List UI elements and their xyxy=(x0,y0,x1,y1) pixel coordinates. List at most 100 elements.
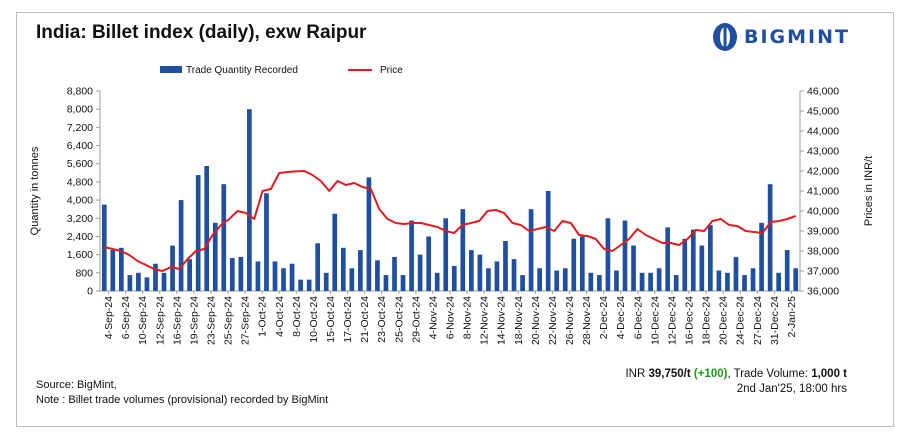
y-tick-label: 1,600 xyxy=(67,249,93,261)
price-change: (+100) xyxy=(693,368,728,380)
x-tick-label: 6-Dec-24 xyxy=(632,296,644,339)
quantity-bar xyxy=(366,177,372,291)
quantity-bar xyxy=(562,268,568,291)
y2-tick-label: 46,000 xyxy=(807,86,839,98)
y2-tick-label: 43,000 xyxy=(807,146,839,158)
quantity-bar xyxy=(178,200,184,291)
quantity-bar xyxy=(375,260,380,291)
x-tick-label: 4-Oct-24 xyxy=(274,296,286,337)
y2-tick-label: 36,000 xyxy=(807,286,839,298)
price-prefix: INR xyxy=(625,368,649,380)
legend-label-price: Price xyxy=(380,65,403,76)
quantity-bar xyxy=(383,275,389,291)
quantity-bar xyxy=(614,270,619,291)
quantity-bar xyxy=(605,218,611,291)
quantity-bar xyxy=(511,259,517,291)
quantity-bar xyxy=(699,245,705,291)
quantity-bar xyxy=(759,222,764,291)
y-tick-label: 4,800 xyxy=(67,176,93,188)
legend-swatch-quantity xyxy=(160,66,182,73)
quantity-bar xyxy=(144,277,150,291)
quantity-bar xyxy=(281,268,286,291)
quantity-bar xyxy=(665,227,671,291)
quantity-bar xyxy=(127,275,133,291)
chart-title: India: Billet index (daily), exw Raipur xyxy=(36,22,367,43)
quantity-bar xyxy=(110,250,116,291)
x-tick-label: 22-Nov-24 xyxy=(547,296,559,345)
x-tick-label: 6-Sep-24 xyxy=(120,296,132,339)
x-tick-label: 10-Sep-24 xyxy=(137,296,149,345)
quantity-bar xyxy=(187,259,192,291)
quantity-bar xyxy=(477,254,483,291)
x-tick-label: 14-Nov-24 xyxy=(496,296,508,345)
quantity-bar xyxy=(426,236,432,291)
x-tick-label: 25-Sep-24 xyxy=(223,296,235,345)
quantity-bar xyxy=(494,261,500,291)
x-tick-label: 21-Oct-24 xyxy=(359,296,371,343)
quantity-bar xyxy=(503,241,508,291)
x-tick-label: 20-Dec-24 xyxy=(718,296,730,345)
quantity-bar xyxy=(204,166,210,291)
price-line xyxy=(104,170,797,272)
quantity-bar xyxy=(400,275,406,291)
quantity-bar xyxy=(520,275,525,291)
quantity-bar xyxy=(656,268,662,291)
quantity-bar xyxy=(118,247,124,291)
y2-tick-label: 40,000 xyxy=(807,206,839,218)
quantity-bar xyxy=(622,220,628,291)
quantity-bar xyxy=(793,268,799,291)
price-summary-line: INR 39,750/t (+100), Trade Volume: 1,000… xyxy=(625,367,847,382)
quantity-bar xyxy=(451,266,457,291)
x-tick-label: 20-Nov-24 xyxy=(530,296,542,345)
x-tick-label: 16-Dec-24 xyxy=(684,296,696,345)
quantity-bar xyxy=(332,213,338,291)
quantity-bar xyxy=(708,225,713,291)
logo-text: BIGMINT xyxy=(744,26,850,48)
timestamp: 2nd Jan'25, 18:00 hrs xyxy=(736,383,847,395)
quantity-bar xyxy=(460,209,466,291)
quantity-bar xyxy=(631,245,636,291)
x-tick-label: 18-Nov-24 xyxy=(513,296,525,345)
volume-prefix: , Trade Volume: xyxy=(727,368,812,380)
x-tick-label: 17-Oct-24 xyxy=(342,296,354,343)
quantity-bar xyxy=(673,275,679,291)
quantity-bar xyxy=(315,243,321,291)
quantity-bar xyxy=(725,272,730,291)
quantity-bar xyxy=(161,272,167,291)
note-text: Note : Billet trade volumes (provisional… xyxy=(36,394,329,406)
quantity-bar xyxy=(597,275,602,291)
quantity-bar xyxy=(247,109,252,291)
x-tick-label: 31-Dec-24 xyxy=(769,296,781,345)
quantity-bar xyxy=(443,218,449,291)
y-tick-label: 2,400 xyxy=(67,231,93,243)
quantity-bar xyxy=(272,261,278,291)
quantity-bar xyxy=(255,261,261,291)
quantity-bar xyxy=(537,268,542,291)
quantity-bar xyxy=(229,258,235,291)
footer-notes: Source: BigMint, Note : Billet trade vol… xyxy=(36,378,328,408)
quantity-bar xyxy=(434,272,440,291)
quantity-bar xyxy=(289,263,295,291)
quantity-bar xyxy=(648,272,653,291)
volume-value: 1,000 t xyxy=(811,368,847,380)
y2-tick-label: 39,000 xyxy=(807,226,839,238)
quantity-bar xyxy=(588,272,594,291)
x-tick-label: 27-Dec-24 xyxy=(752,296,764,345)
quantity-bar xyxy=(468,250,474,291)
quantity-bar xyxy=(767,184,773,291)
y-tick-label: 800 xyxy=(75,267,93,279)
x-tick-label: 2-Dec-24 xyxy=(598,296,610,339)
quantity-bar xyxy=(784,250,790,291)
quantity-bar xyxy=(195,175,201,291)
x-tick-label: 4-Dec-24 xyxy=(615,296,627,339)
quantity-bar xyxy=(306,279,312,291)
x-tick-label: 27-Sep-24 xyxy=(240,296,252,345)
x-tick-label: 10-Oct-24 xyxy=(308,296,320,343)
quantity-bar xyxy=(212,222,218,291)
source-text: Source: BigMint, xyxy=(36,379,117,391)
quantity-bar xyxy=(221,184,227,291)
quantity-bar xyxy=(358,250,363,291)
quantity-bar xyxy=(639,272,645,291)
x-tick-label: 15-Oct-24 xyxy=(325,296,337,343)
